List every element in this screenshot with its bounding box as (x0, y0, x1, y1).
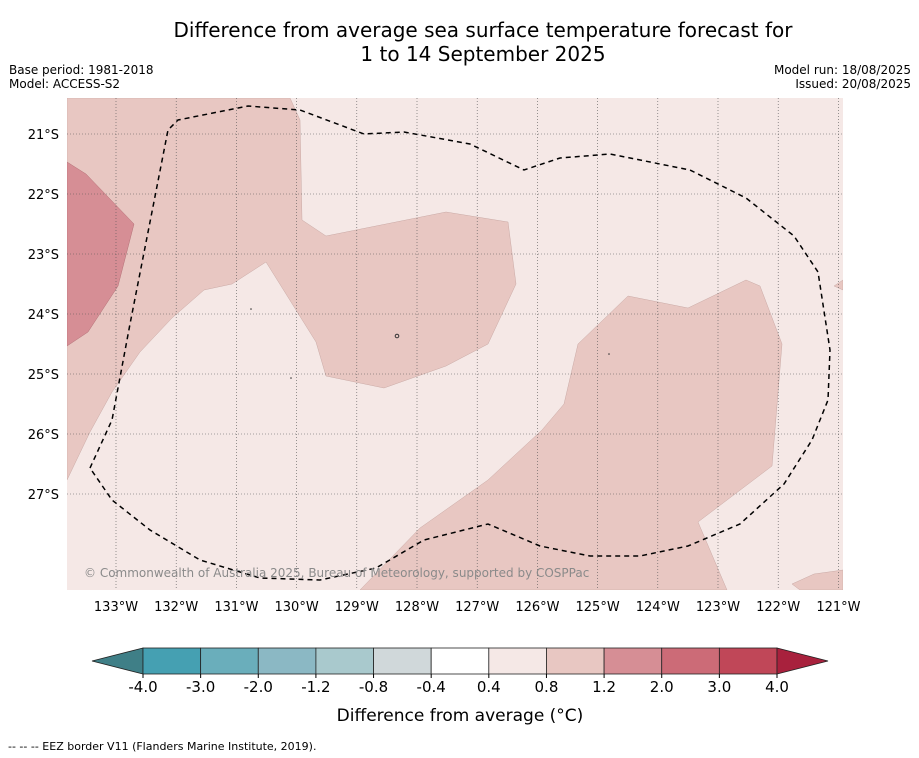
lon-tick-label: 132°W (154, 600, 198, 615)
lon-tick-label: 130°W (275, 600, 319, 615)
anomaly-region-0.8-1.2 (359, 279, 783, 590)
colorbar-segment (718, 647, 778, 675)
colorbar-label: 1.2 (592, 678, 616, 696)
lon-tick-label: 125°W (576, 600, 620, 615)
colorbar-arrow-left (91, 647, 144, 675)
lon-tick-label: 122°W (756, 600, 800, 615)
colorbar-segment (373, 647, 432, 675)
colorbar-label: 0.4 (477, 678, 501, 696)
colorbar-segment (603, 647, 663, 675)
lon-tick-label: 129°W (335, 600, 379, 615)
colorbar: -4.0 -3.0 -2.0 -1.2 -0.8 -0.4 0.4 0.8 1.2 2.0 3.0 4… (91, 647, 829, 696)
lon-tick-label: 123°W (696, 600, 740, 615)
latitude-labels: 21°S 22°S 23°S 24°S 25°S 26°S 27°S (28, 128, 59, 503)
contour-dot (250, 308, 252, 310)
colorbar-label: -0.4 (417, 678, 446, 696)
lon-tick-label: 127°W (455, 600, 499, 615)
title-line-2: 1 to 14 September 2025 (360, 42, 606, 66)
colorbar-segment (661, 647, 720, 675)
lon-tick-label: 121°W (816, 600, 860, 615)
meta-right: Model run: 18/08/2025 Issued: 20/08/2025 (774, 63, 911, 91)
map-area: © Commonwealth of Australia 2025, Bureau… (67, 98, 843, 590)
colorbar-label: -4.0 (128, 678, 157, 696)
anomaly-region-0.8-1.2 (791, 569, 843, 590)
lat-tick-label: 25°S (28, 368, 59, 383)
colorbar-segment (546, 647, 605, 675)
contour-dot (608, 353, 610, 355)
lon-tick-label: 131°W (214, 600, 258, 615)
lat-tick-label: 26°S (28, 428, 59, 443)
contour-dot (290, 377, 292, 379)
colorbar-label: -0.8 (359, 678, 388, 696)
colorbar-segment (430, 647, 490, 675)
colorbar-label: -2.0 (244, 678, 273, 696)
colorbar-segment (315, 647, 374, 675)
lon-tick-label: 133°W (94, 600, 138, 615)
meta-left: Base period: 1981-2018 Model: ACCESS-S2 (9, 63, 154, 91)
colorbar-segment (257, 647, 317, 675)
anomaly-region-0.8-1.2 (67, 98, 517, 481)
base-period: Base period: 1981-2018 (9, 63, 154, 77)
colorbar-label: 3.0 (707, 678, 731, 696)
colorbar-segment (200, 647, 259, 675)
lon-tick-label: 128°W (395, 600, 439, 615)
lat-tick-label: 27°S (28, 488, 59, 503)
gridlines (67, 98, 843, 590)
model-name: Model: ACCESS-S2 (9, 77, 121, 91)
colorbar-label: -1.2 (301, 678, 330, 696)
lon-tick-label: 124°W (636, 600, 680, 615)
colorbar-segment (488, 647, 547, 675)
longitude-labels: 133°W 132°W 131°W 130°W 129°W 128°W 127°W 126°W… (94, 600, 861, 615)
lat-tick-label: 22°S (28, 188, 59, 203)
lat-tick-label: 24°S (28, 308, 59, 323)
map-title: Difference from average sea surface temp… (0, 18, 919, 66)
lat-tick-label: 23°S (28, 248, 59, 263)
colorbar-title: Difference from average (°C) (337, 706, 584, 726)
colorbar-label: -3.0 (186, 678, 215, 696)
contour-dot (394, 333, 400, 339)
issued-date: Issued: 20/08/2025 (795, 77, 911, 91)
colorbar-label: 4.0 (765, 678, 789, 696)
copyright-text: © Commonwealth of Australia 2025, Bureau… (84, 566, 589, 580)
title-line-1: Difference from average sea surface temp… (173, 18, 793, 42)
model-run: Model run: 18/08/2025 (773, 63, 911, 77)
colorbar-segment (142, 647, 202, 675)
lon-tick-label: 126°W (515, 600, 559, 615)
colorbar-label: 0.8 (535, 678, 559, 696)
lat-tick-label: 21°S (28, 128, 59, 143)
colorbar-arrow-right (776, 647, 829, 675)
colorbar-label: 2.0 (650, 678, 674, 696)
eez-footnote: -- -- -- EEZ border V11 (Flanders Marine… (8, 740, 317, 753)
